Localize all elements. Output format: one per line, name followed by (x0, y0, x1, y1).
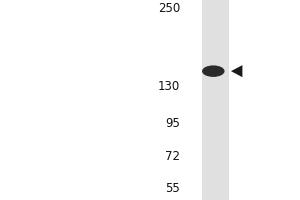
Text: 95: 95 (165, 117, 180, 130)
Text: 250: 250 (158, 2, 180, 15)
Bar (202, 0, 230, 200)
Text: 72: 72 (165, 150, 180, 163)
Text: 130: 130 (158, 80, 180, 93)
Polygon shape (231, 65, 242, 77)
Text: 55: 55 (165, 182, 180, 195)
Ellipse shape (202, 65, 224, 77)
